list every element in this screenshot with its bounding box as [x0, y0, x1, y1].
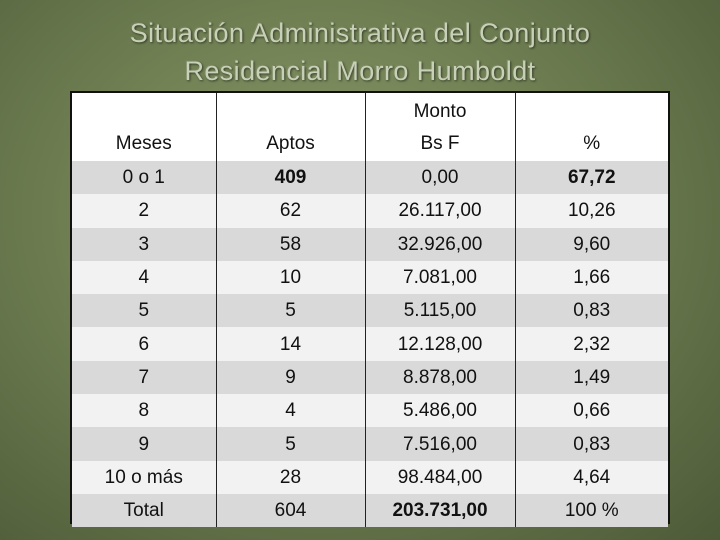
slide-title: Situación Administrativa del Conjunto Re… — [0, 14, 720, 90]
cell-porcentaje: 10,26 — [514, 194, 668, 228]
table-row: 10 o más 28 98.484,00 4,64 — [72, 460, 668, 494]
cell-porcentaje: 100 % — [514, 493, 668, 528]
cell-porcentaje: 67,72 — [514, 161, 668, 195]
cell-aptos: 4 — [215, 394, 365, 428]
cell-monto: 8.878,00 — [364, 360, 515, 395]
cell-meses: 2 — [72, 194, 216, 228]
cell-aptos: 62 — [215, 194, 365, 228]
cell-meses: 3 — [72, 227, 216, 261]
cell-porcentaje: 0,66 — [514, 394, 668, 428]
cell-meses: 8 — [72, 394, 216, 428]
table-header-row: Meses Aptos Monto Bs F % — [72, 93, 668, 161]
table-row: 7 9 8.878,00 1,49 — [72, 360, 668, 395]
data-table: Meses Aptos Monto Bs F % 0 o 1 409 0,00 … — [72, 93, 668, 528]
data-table-container: Meses Aptos Monto Bs F % 0 o 1 409 0,00 … — [70, 91, 670, 528]
cell-monto: 7.516,00 — [364, 427, 515, 461]
cell-meses: 10 o más — [72, 460, 216, 494]
cell-monto: 12.128,00 — [364, 327, 515, 361]
cell-monto: 26.117,00 — [364, 194, 515, 228]
slide-title-line-2: Residencial Morro Humboldt — [184, 56, 536, 86]
table-row: 4 10 7.081,00 1,66 — [72, 260, 668, 295]
cell-aptos: 58 — [215, 227, 365, 261]
cell-meses: 7 — [72, 360, 216, 395]
table-row: 6 14 12.128,00 2,32 — [72, 327, 668, 361]
cell-porcentaje: 0,83 — [514, 427, 668, 461]
slide-title-line-1: Situación Administrativa del Conjunto — [129, 18, 591, 48]
cell-porcentaje: 1,66 — [514, 260, 668, 295]
cell-meses: 6 — [72, 327, 216, 361]
cell-aptos: 9 — [215, 360, 365, 395]
cell-aptos: 604 — [215, 493, 365, 528]
cell-meses: 4 — [72, 260, 216, 295]
header-porcentaje: % — [514, 93, 668, 161]
cell-monto: 7.081,00 — [364, 260, 515, 295]
cell-monto: 5.115,00 — [364, 294, 515, 328]
cell-porcentaje: 2,32 — [514, 327, 668, 361]
header-meses: Meses — [72, 93, 216, 161]
header-aptos: Aptos — [215, 93, 365, 161]
table-row: 9 5 7.516,00 0,83 — [72, 427, 668, 461]
cell-porcentaje: 4,64 — [514, 460, 668, 494]
table-row: 0 o 1 409 0,00 67,72 — [72, 161, 668, 195]
table-row: 8 4 5.486,00 0,66 — [72, 394, 668, 428]
table-row: 5 5 5.115,00 0,83 — [72, 294, 668, 328]
cell-porcentaje: 9,60 — [514, 227, 668, 261]
cell-aptos: 409 — [215, 161, 365, 195]
cell-meses: 0 o 1 — [72, 161, 216, 195]
cell-monto: 5.486,00 — [364, 394, 515, 428]
cell-monto: 98.484,00 — [364, 460, 515, 494]
table-row: 3 58 32.926,00 9,60 — [72, 227, 668, 261]
cell-meses: 9 — [72, 427, 216, 461]
cell-aptos: 5 — [215, 294, 365, 328]
cell-aptos: 10 — [215, 260, 365, 295]
table-row: 2 62 26.117,00 10,26 — [72, 194, 668, 228]
cell-monto: 0,00 — [364, 161, 515, 195]
cell-porcentaje: 1,49 — [514, 360, 668, 395]
cell-porcentaje: 0,83 — [514, 294, 668, 328]
cell-monto: 32.926,00 — [364, 227, 515, 261]
cell-aptos: 28 — [215, 460, 365, 494]
cell-aptos: 5 — [215, 427, 365, 461]
header-monto: Monto Bs F — [364, 93, 515, 161]
table-total-row: Total 604 203.731,00 100 % — [72, 493, 668, 528]
cell-meses: 5 — [72, 294, 216, 328]
cell-meses: Total — [72, 493, 216, 528]
cell-monto: 203.731,00 — [364, 493, 515, 528]
cell-aptos: 14 — [215, 327, 365, 361]
